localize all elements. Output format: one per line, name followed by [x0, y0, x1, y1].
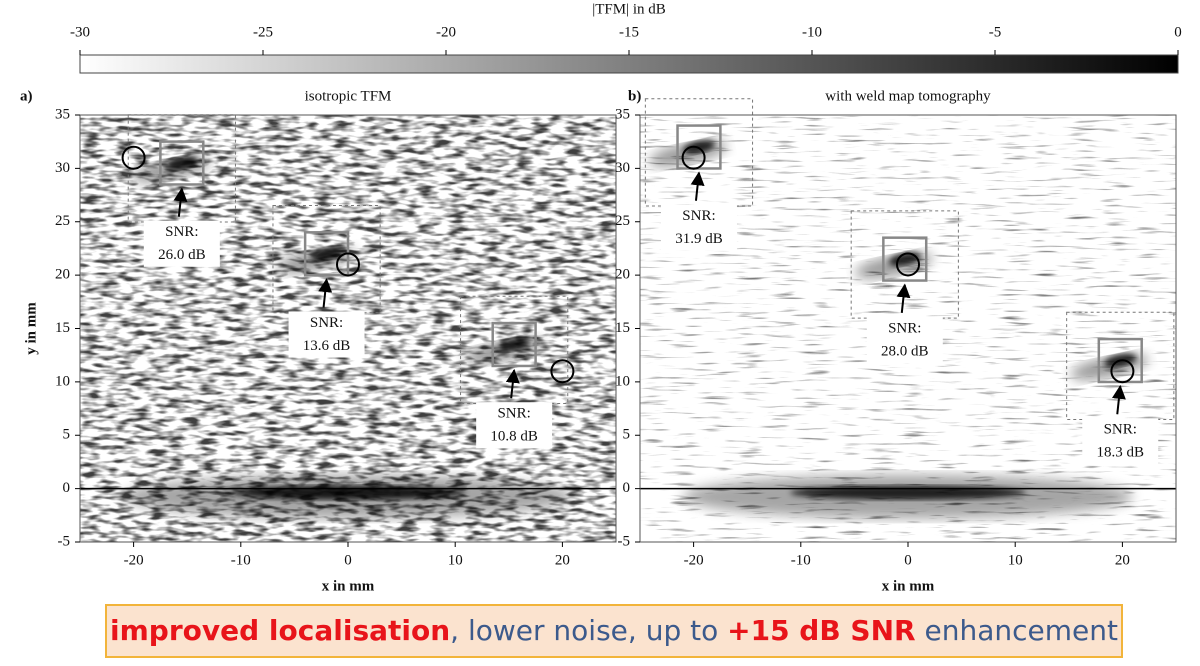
y-tick-label: 25 — [55, 213, 70, 229]
x-tick-label: -20 — [684, 552, 704, 568]
colorbar-tick-label: -10 — [802, 24, 822, 40]
snr-value: 28.0 dB — [881, 343, 929, 359]
detection-box — [491, 321, 537, 368]
x-axis-label: x in mm — [882, 578, 935, 594]
y-tick-label: 20 — [615, 267, 630, 283]
y-tick-label: 20 — [55, 267, 70, 283]
arrow — [318, 278, 333, 308]
detection-box — [159, 140, 205, 186]
colorbar-tick-label: -30 — [70, 24, 90, 40]
snr-label: SNR: — [165, 224, 198, 240]
colorbar-tick-label: -5 — [989, 24, 1002, 40]
x-tick-label: 10 — [448, 552, 463, 568]
banner-text: , lower noise, up to — [450, 614, 728, 647]
y-tick-label: 35 — [615, 106, 630, 122]
colorbar-tick-label: -25 — [253, 24, 273, 40]
banner-text: enhancement — [915, 614, 1118, 647]
snr-label: SNR: — [497, 406, 530, 422]
image-blob — [498, 337, 530, 352]
x-tick-label: -10 — [791, 552, 811, 568]
snr-label: SNR: — [682, 208, 715, 224]
snr-value: 26.0 dB — [158, 247, 206, 263]
y-tick-label: 25 — [615, 213, 630, 229]
image-blob — [310, 247, 343, 261]
arrow — [505, 368, 520, 399]
image-blob — [790, 485, 1026, 500]
arrow — [173, 187, 188, 217]
y-tick-label: 15 — [615, 320, 630, 336]
label-background — [143, 220, 220, 267]
y-tick-label: 5 — [623, 427, 631, 443]
y-tick-label: 10 — [55, 373, 70, 389]
x-tick-label: 0 — [344, 552, 352, 568]
arrow — [690, 171, 705, 201]
y-tick-label: 5 — [63, 427, 71, 443]
panel-title: isotropic TFM — [305, 88, 392, 104]
x-tick-label: 0 — [904, 552, 912, 568]
colorbar-tick-label: -20 — [436, 24, 456, 40]
x-axis-label: x in mm — [322, 578, 375, 594]
reference-circle — [121, 145, 146, 170]
snr-value: 18.3 dB — [1096, 445, 1144, 461]
label-background — [1082, 418, 1159, 465]
reference-circle — [336, 252, 360, 277]
y-tick-label: -5 — [618, 533, 631, 549]
x-tick-label: -20 — [124, 552, 144, 568]
snr-label: SNR: — [1104, 422, 1137, 438]
x-tick-label: 20 — [1115, 552, 1130, 568]
colorbar-title: |TFM| in dB — [592, 1, 666, 17]
y-tick-label: 30 — [55, 160, 70, 176]
reference-circle — [1110, 359, 1135, 384]
y-tick-label: 0 — [63, 480, 71, 496]
y-axis-label: y in mm — [23, 302, 39, 355]
snr-value: 31.9 dB — [675, 231, 723, 247]
arrow — [1111, 384, 1126, 415]
snr-value: 13.6 dB — [303, 338, 351, 354]
label-background — [288, 311, 365, 358]
y-tick-label: 15 — [55, 320, 70, 336]
colorbar-tick-label: -15 — [619, 24, 639, 40]
panel-title: with weld map tomography — [825, 88, 991, 104]
x-tick-label: 20 — [555, 552, 570, 568]
detection-box — [882, 236, 928, 282]
snr-label: SNR: — [888, 320, 921, 336]
y-tick-label: 35 — [55, 106, 70, 122]
banner-text: +15 dB SNR — [727, 614, 916, 647]
panel-label: a) — [20, 88, 33, 104]
detection-box — [676, 124, 722, 170]
panel-label: b) — [628, 88, 641, 104]
snr-value: 10.8 dB — [490, 429, 538, 445]
reference-circle — [550, 359, 575, 384]
y-tick-label: 10 — [615, 373, 630, 389]
reference-circle — [681, 145, 706, 170]
image-blob — [230, 485, 466, 500]
colorbar-tick-label: 0 — [1174, 24, 1182, 40]
y-tick-label: -5 — [58, 533, 71, 549]
figure: |TFM| in dB -30 -25 -20 -15 -10 -5 0 -20 -10 0 10 20… — [20, 1, 1182, 594]
summary-banner: improved localisation, lower noise, up t… — [105, 604, 1123, 658]
arrow — [896, 283, 911, 313]
label-background — [866, 316, 943, 363]
image-layer — [640, 115, 1176, 542]
image-blob — [166, 156, 198, 170]
banner-text: improved localisation — [110, 614, 451, 647]
y-tick-label: 0 — [623, 480, 631, 496]
reference-circle — [896, 252, 920, 277]
label-background — [476, 402, 553, 449]
colorbar — [79, 54, 1179, 74]
snr-label: SNR: — [310, 315, 343, 331]
x-tick-label: 10 — [1008, 552, 1023, 568]
y-tick-label: 30 — [615, 160, 630, 176]
x-tick-label: -10 — [231, 552, 251, 568]
label-background — [660, 204, 737, 251]
